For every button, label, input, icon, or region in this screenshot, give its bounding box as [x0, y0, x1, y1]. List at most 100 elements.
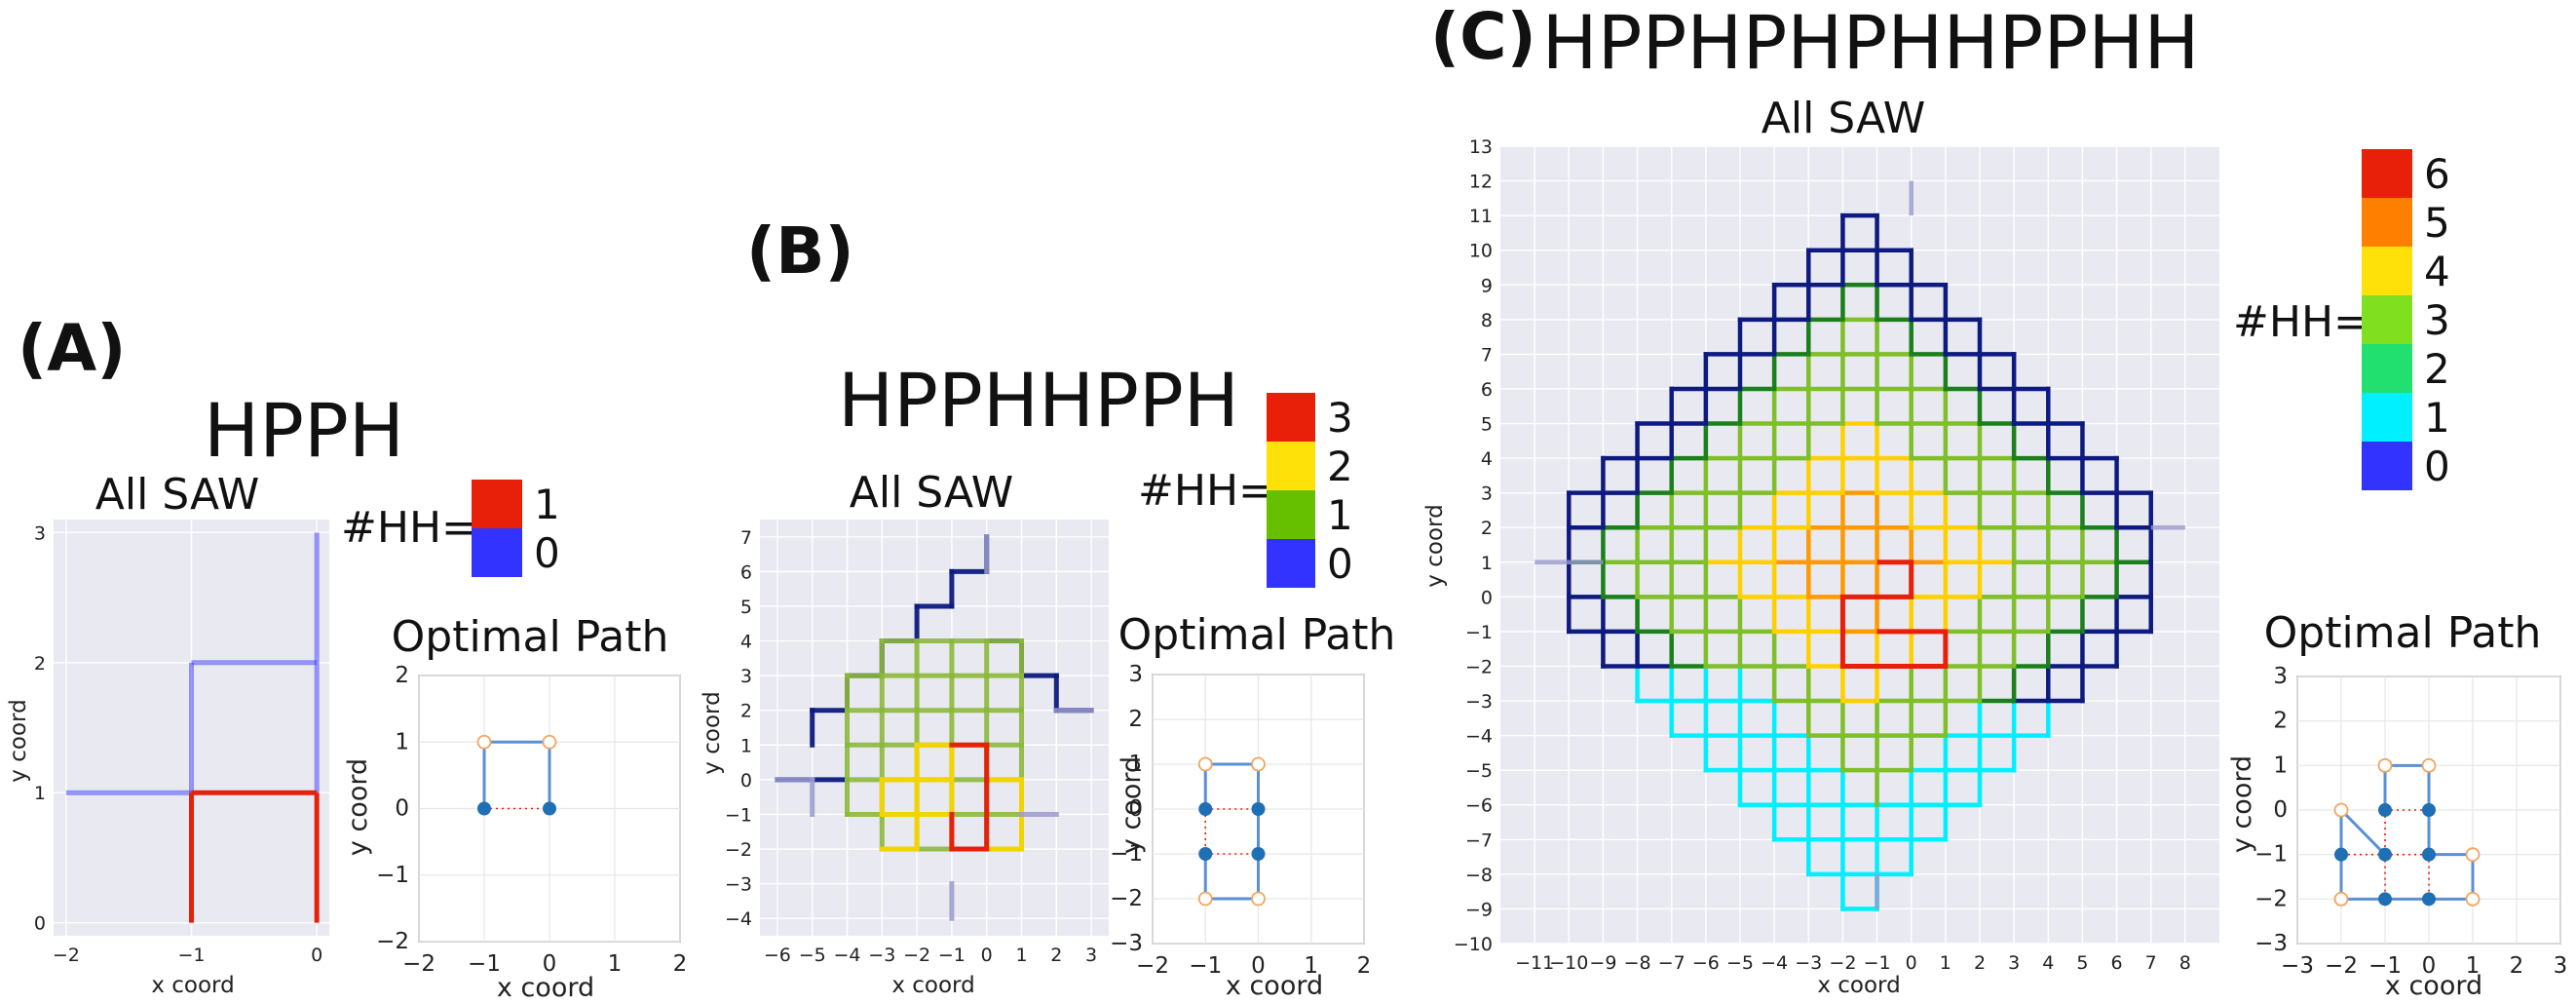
y-tick-label: 2 — [34, 653, 46, 675]
y-tick-label: 1 — [1128, 752, 1143, 777]
panel-b-label: (B) — [746, 213, 854, 289]
x-tick-label: −2 — [1829, 952, 1856, 974]
x-tick-label: −6 — [764, 945, 791, 966]
optimal-saw-edge — [1839, 560, 1949, 669]
x-tick-label: −5 — [799, 945, 826, 966]
colorbar-swatch-0 — [472, 528, 522, 577]
h-residue — [543, 801, 556, 816]
y-tick-label: 0 — [34, 913, 46, 935]
y-tick-label: 12 — [1469, 172, 1493, 193]
x-tick-label: 1 — [608, 951, 623, 977]
x-tick-label: −2 — [903, 945, 930, 966]
p-residue — [2333, 891, 2349, 907]
y-tick-label: 4 — [1481, 448, 1493, 470]
panel-b-optimal-title: Optimal Path — [1118, 610, 1396, 660]
p-residue — [1197, 756, 1213, 772]
x-tick-label: 2 — [2510, 953, 2524, 979]
y-tick-label: −4 — [725, 908, 752, 930]
y-tick-label: −10 — [1454, 934, 1493, 955]
panel-a-optimal-title: Optimal Path — [392, 612, 669, 662]
panel-a-colorbar-title: #HH= — [341, 503, 477, 553]
y-tick-label: 1 — [34, 783, 46, 804]
colorbar-tick-0: 0 — [534, 529, 560, 577]
x-tick-label: 1 — [1304, 953, 1318, 979]
p-residue — [1251, 891, 1266, 907]
panel-a-xlabel: x coord — [151, 973, 234, 998]
colorbar-swatch-4 — [2362, 247, 2412, 295]
x-tick-label: −11 — [1515, 952, 1554, 974]
x-tick-label: 2 — [1357, 953, 1372, 979]
y-tick-label: 0 — [1481, 587, 1493, 608]
x-tick-label: 7 — [2145, 952, 2157, 974]
y-tick-label: 3 — [2273, 664, 2288, 689]
y-tick-label: 7 — [740, 527, 752, 549]
y-tick-label: −1 — [376, 863, 409, 888]
y-tick-label: −2 — [2254, 886, 2288, 911]
colorbar-tick-4: 4 — [2424, 248, 2450, 295]
y-tick-label: 3 — [34, 522, 46, 544]
colorbar-tick-0: 0 — [2424, 443, 2450, 490]
panel-c-label: (C) — [1430, 0, 1536, 74]
panel-a-sequence: HPPH — [204, 387, 404, 474]
x-tick-label: 3 — [1085, 945, 1097, 966]
panel-c-optimal-title: Optimal Path — [2264, 608, 2542, 658]
y-tick-label: −1 — [1465, 622, 1493, 643]
p-residue — [542, 734, 557, 750]
colorbar-tick-3: 3 — [1327, 394, 1353, 442]
x-tick-label: −3 — [868, 945, 895, 966]
h-residue — [1198, 847, 1213, 861]
y-tick-label: 10 — [1469, 241, 1493, 262]
y-tick-label: 2 — [395, 663, 409, 688]
y-tick-label: 13 — [1469, 136, 1493, 158]
x-tick-label: 1 — [2466, 953, 2481, 979]
y-tick-label: −2 — [1465, 656, 1493, 677]
h-residue — [2422, 847, 2436, 862]
y-tick-label: −3 — [1110, 931, 1143, 956]
panel-a-optimal-plot: −2 −1 0 1 2 −2 −1 0 1 2 — [376, 663, 687, 977]
y-tick-label: −7 — [1465, 830, 1493, 851]
colorbar-tick-2: 2 — [1327, 443, 1353, 490]
colorbar-swatch-2 — [1267, 442, 1315, 490]
colorbar-tick-0: 0 — [1327, 540, 1353, 588]
x-tick-label: −4 — [1761, 952, 1788, 974]
x-tick-label: 1 — [1940, 952, 1951, 974]
h-residue — [2334, 847, 2348, 862]
y-tick-label: 5 — [740, 597, 752, 618]
colorbar-swatch-0 — [2362, 442, 2412, 490]
x-tick-label: −7 — [1658, 952, 1686, 974]
optimal-chain — [482, 740, 551, 809]
y-tick-label: −9 — [1465, 899, 1493, 920]
panel-c-optimal-plot: −3 −2 −1 0 1 2 3 −3 −2 −1 0 1 2 3 — [2254, 664, 2567, 979]
panel-a-allsaw-plot: −2 −1 0 0 1 2 3 — [34, 520, 329, 966]
panel-a-opt-ylabel: y coord — [343, 758, 373, 856]
x-tick-label: 0 — [1251, 953, 1266, 979]
colorbar-tick-6: 6 — [2424, 150, 2450, 198]
colorbar-tick-3: 3 — [2424, 296, 2450, 344]
y-tick-label: 8 — [1481, 310, 1493, 331]
panel-b-xlabel: x coord — [891, 973, 974, 998]
y-tick-label: 4 — [740, 632, 752, 653]
colorbar-swatch-3 — [1267, 393, 1315, 442]
y-tick-label: −6 — [1465, 795, 1493, 817]
colorbar-tick-2: 2 — [2424, 345, 2450, 393]
plot-background — [1500, 146, 2219, 944]
panel-b-opt-xlabel: x coord — [1226, 971, 1323, 1001]
x-tick-label: −4 — [833, 945, 860, 966]
panel-b-allsaw-title: All SAW — [850, 468, 1013, 518]
y-tick-label: 1 — [1481, 553, 1493, 574]
colorbar-swatch-3 — [2362, 295, 2412, 344]
panel-b-colorbar-title: #HH= — [1138, 466, 1274, 516]
x-tick-label: −2 — [53, 945, 80, 966]
x-tick-label: −3 — [1795, 952, 1822, 974]
x-tick-label: −1 — [1189, 953, 1222, 979]
x-tick-label: −2 — [1136, 953, 1169, 979]
p-residue — [2421, 757, 2437, 773]
panel-a-label: (A) — [18, 311, 126, 386]
x-tick-label: 0 — [1906, 952, 1917, 974]
y-tick-label: 0 — [395, 796, 409, 822]
x-tick-label: 0 — [981, 945, 993, 966]
y-tick-label: 6 — [1481, 379, 1493, 401]
